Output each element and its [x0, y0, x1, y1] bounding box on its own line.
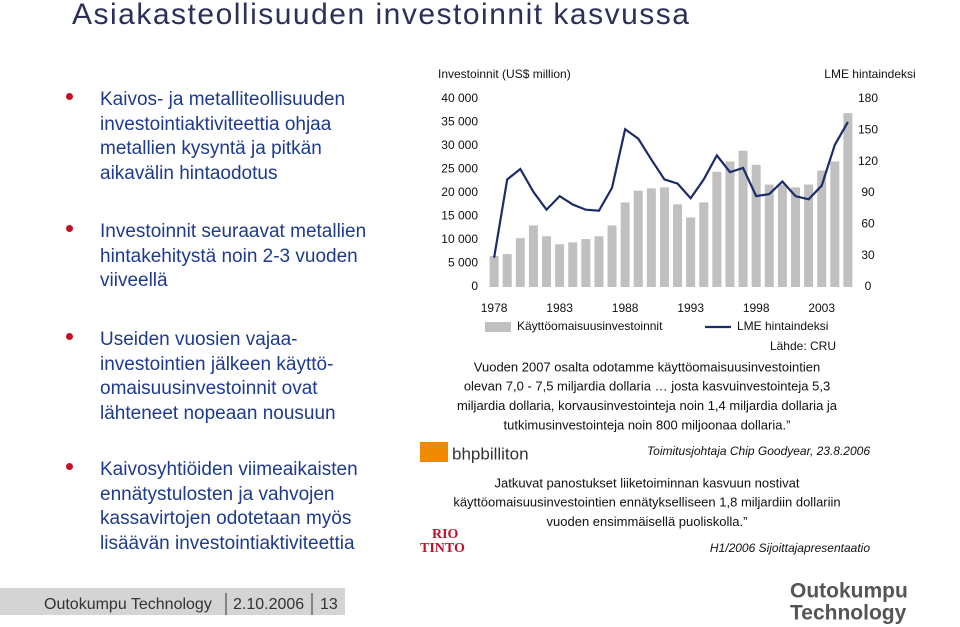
y2-tick-label: 120 [858, 154, 878, 168]
bullet-dot [66, 333, 73, 340]
bar [633, 190, 643, 287]
y-tick-label: 10 000 [441, 232, 478, 246]
bar [659, 187, 669, 287]
quote-source: H1/2006 Sijoittajapresentaatio [710, 541, 870, 555]
bullet-text: lisäävän investointiaktiviteettia [100, 532, 355, 554]
quote-source: Toimitusjohtaja Chip Goodyear, 23.8.2006 [647, 444, 870, 458]
bar [594, 236, 604, 287]
bhp-logo: bhpbilliton [452, 444, 529, 463]
bullet-text: Kaivos- ja metalliteollisuuden [100, 89, 346, 110]
bullet-text: Kaivosyhtiöiden viimeaikaisten [100, 459, 358, 480]
y2-tick-label: 90 [861, 185, 875, 199]
y-tick-label: 25 000 [441, 162, 478, 176]
y-axis-title: Investoinnit (US$ million) [438, 67, 571, 81]
y-tick-label: 20 000 [441, 185, 478, 199]
bar [607, 225, 617, 287]
y2-tick-label: 30 [861, 248, 875, 262]
quote-text: tutkimusinvestointeja noin 800 miljoonaa… [504, 417, 791, 432]
y2-tick-label: 150 [858, 123, 878, 137]
slide-title: Asiakasteollisuuden investoinnit kasvuss… [72, 0, 691, 31]
x-tick-label: 1993 [677, 301, 704, 315]
bar [764, 184, 774, 287]
x-tick-label: 1988 [612, 301, 639, 315]
bullet-text: Investoinnit seuraavat metallien [100, 221, 367, 242]
bar [646, 188, 656, 287]
bar [502, 254, 512, 287]
bullet-text: Useiden vuosien vajaa- [100, 329, 298, 350]
source: Lähde: CRU [770, 339, 836, 353]
line [493, 121, 849, 258]
bullet-text: ennätystulosten ja vahvojen [100, 483, 335, 505]
bar [830, 161, 840, 287]
quote-text: Jatkuvat panostukset liiketoiminnan kasv… [495, 475, 800, 490]
legend-swatch [485, 322, 511, 332]
y2-tick-label: 0 [865, 279, 872, 293]
bar [738, 150, 748, 287]
bullet-text: metallien kysyntä ja pitkän [100, 138, 322, 159]
bar [790, 187, 800, 287]
footer-page: 13 [320, 596, 338, 613]
y-tick-label: 0 [471, 279, 478, 293]
bar [528, 225, 538, 287]
bar [725, 161, 735, 287]
bullet-text: hintakehitystä noin 2-3 vuoden [100, 245, 358, 267]
bullet-dot [66, 463, 73, 470]
bullet-text: investointiaktiviteettia ohjaa [100, 113, 332, 135]
bullet-dot [66, 225, 73, 232]
bullet-text: aikavälin hintaodotus [100, 162, 278, 184]
company-logo: Outokumpu [790, 580, 908, 603]
bullet-text: viiveellä [100, 270, 168, 291]
bar [843, 113, 853, 287]
footer-date: 2.10.2006 [233, 596, 304, 613]
y-tick-label: 35 000 [441, 115, 478, 129]
bar [542, 236, 552, 287]
bar [777, 184, 787, 287]
bullet-text: lähteneet nopeaan nousuun [100, 402, 336, 424]
legend-label: LME hintaindeksi [737, 319, 828, 333]
y2-tick-label: 180 [858, 91, 878, 105]
bar [804, 184, 814, 287]
footer-company: Outokumpu Technology [44, 596, 212, 613]
x-tick-label: 1978 [481, 301, 508, 315]
y-tick-label: 30 000 [441, 138, 478, 152]
y-tick-label: 5 000 [448, 256, 478, 270]
bar [686, 217, 696, 287]
y-tick-label: 40 000 [441, 91, 478, 105]
y-tick-label: 15 000 [441, 209, 478, 223]
y2-tick-label: 60 [861, 217, 875, 231]
quote-text: Vuoden 2007 osalta odotamme käyttöomaisu… [474, 359, 820, 374]
rio-logo: RIO [432, 527, 459, 542]
bar [581, 239, 591, 287]
bar [489, 255, 499, 287]
bhp-logo-mark [420, 442, 448, 462]
bullet-text: omaisuusinvestoinnit ovat [100, 378, 318, 399]
y2-axis-title: LME hintaindeksi [824, 67, 915, 81]
quote-text: olevan 7,0 - 7,5 miljardia dollaria … jo… [464, 379, 830, 394]
company-logo: Technology [790, 602, 907, 625]
bar [817, 170, 827, 287]
bullet-text: kassavirtojen odotetaan myös [100, 508, 352, 529]
x-tick-label: 1983 [546, 301, 573, 315]
x-tick-label: 2003 [808, 301, 835, 315]
legend-label: Käyttöomaisuusinvestoinnit [517, 319, 663, 333]
x-tick-label: 1998 [743, 301, 770, 315]
bar [673, 204, 683, 287]
bullet-dot [66, 93, 73, 100]
quote-text: miljardia dollaria, korvausinvestointeja… [457, 398, 838, 413]
bar [568, 242, 578, 287]
quote-text: käyttöomaisuusinvestointien ennätykselli… [453, 495, 840, 510]
bar [515, 238, 525, 287]
bar [699, 202, 709, 287]
bullet-text: investointien jälkeen käyttö- [100, 353, 334, 375]
bar [712, 171, 722, 287]
footer-bar [0, 588, 345, 615]
quote-text: vuoden ensimmäisellä puoliskolla.” [547, 514, 748, 529]
bar [751, 164, 761, 287]
rio-logo: TINTO [420, 541, 465, 556]
bar [555, 244, 565, 287]
bar [620, 202, 630, 287]
